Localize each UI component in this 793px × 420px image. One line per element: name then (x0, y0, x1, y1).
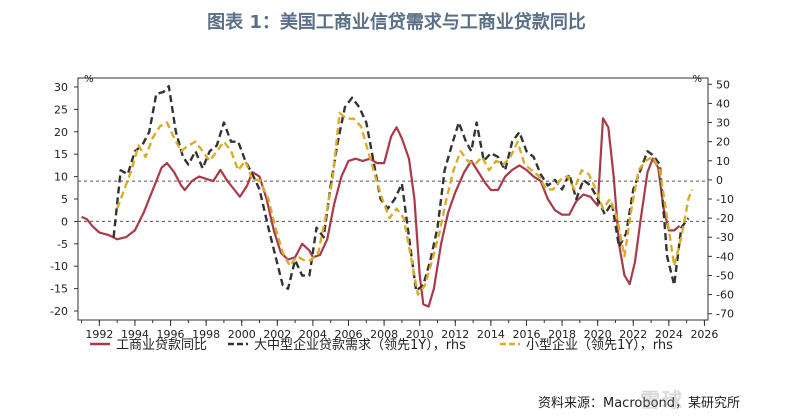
series-line-1 (81, 117, 681, 308)
legend-label: 工商业贷款同比 (116, 338, 207, 353)
x-tick-label: 2006 (335, 328, 363, 341)
legend-label: 大中型企业贷款需求（领先1Y），rhs (254, 337, 466, 353)
right-tick-label: 0 (716, 174, 723, 187)
left-tick-label: 0 (61, 215, 68, 228)
left-tick-label: 5 (61, 193, 68, 206)
right-tick-label: -50 (716, 269, 734, 282)
x-tick-label: 2004 (299, 328, 327, 341)
left-tick-label: 30 (54, 81, 68, 94)
series-line-2 (112, 85, 690, 292)
left-axis-unit: % (84, 74, 94, 85)
x-tick-label: 2008 (370, 328, 398, 341)
watermark: 雪球 (640, 388, 684, 412)
x-tick-label: 2022 (619, 328, 647, 341)
source-note: 资料来源：Macrobond，某研究所 (538, 396, 741, 411)
x-tick-label: 2024 (655, 328, 683, 341)
right-axis-unit: % (692, 74, 702, 85)
x-tick-label: 2014 (477, 328, 505, 341)
right-tick-label: -40 (716, 250, 734, 263)
plot-frame (77, 77, 709, 321)
left-tick-label: -20 (50, 305, 68, 318)
right-tick-label: -60 (716, 289, 734, 302)
left-tick-label: 20 (54, 126, 68, 139)
x-tick-label: 1996 (157, 328, 185, 341)
left-tick-label: 25 (54, 103, 68, 116)
x-tick-label: 2020 (584, 328, 612, 341)
left-tick-label: 10 (54, 171, 68, 184)
right-tick-label: -30 (716, 231, 734, 244)
x-tick-label: 2000 (228, 328, 256, 341)
x-tick-label: 2012 (441, 328, 469, 341)
chart-title: 图表 1：美国工商业信贷需求与工商业贷款同比 (207, 12, 586, 33)
x-tick-label: 1998 (192, 328, 220, 341)
x-tick-label: 2002 (263, 328, 291, 341)
series-line-3 (116, 111, 694, 296)
x-tick-label: 2016 (512, 328, 540, 341)
legend-label: 小型企业（领先1Y），rhs (526, 337, 673, 353)
left-tick-label: -15 (50, 283, 68, 296)
x-tick-label: 2010 (406, 328, 434, 341)
x-tick-label: 2018 (548, 328, 576, 341)
left-tick-label: 15 (54, 148, 68, 161)
x-tick-label: 2026 (690, 328, 718, 341)
right-tick-label: -10 (716, 193, 734, 206)
right-tick-label: 10 (716, 155, 730, 168)
right-tick-label: -20 (716, 212, 734, 225)
right-tick-label: 30 (716, 117, 730, 130)
right-tick-label: 50 (716, 78, 730, 91)
x-tick-label: 1992 (85, 328, 113, 341)
left-tick-label: -10 (50, 260, 68, 273)
right-tick-label: 40 (716, 97, 730, 110)
right-tick-label: -70 (716, 308, 734, 321)
left-tick-label: -5 (57, 238, 68, 251)
x-tick-label: 1994 (121, 328, 149, 341)
right-tick-label: 20 (716, 136, 730, 149)
